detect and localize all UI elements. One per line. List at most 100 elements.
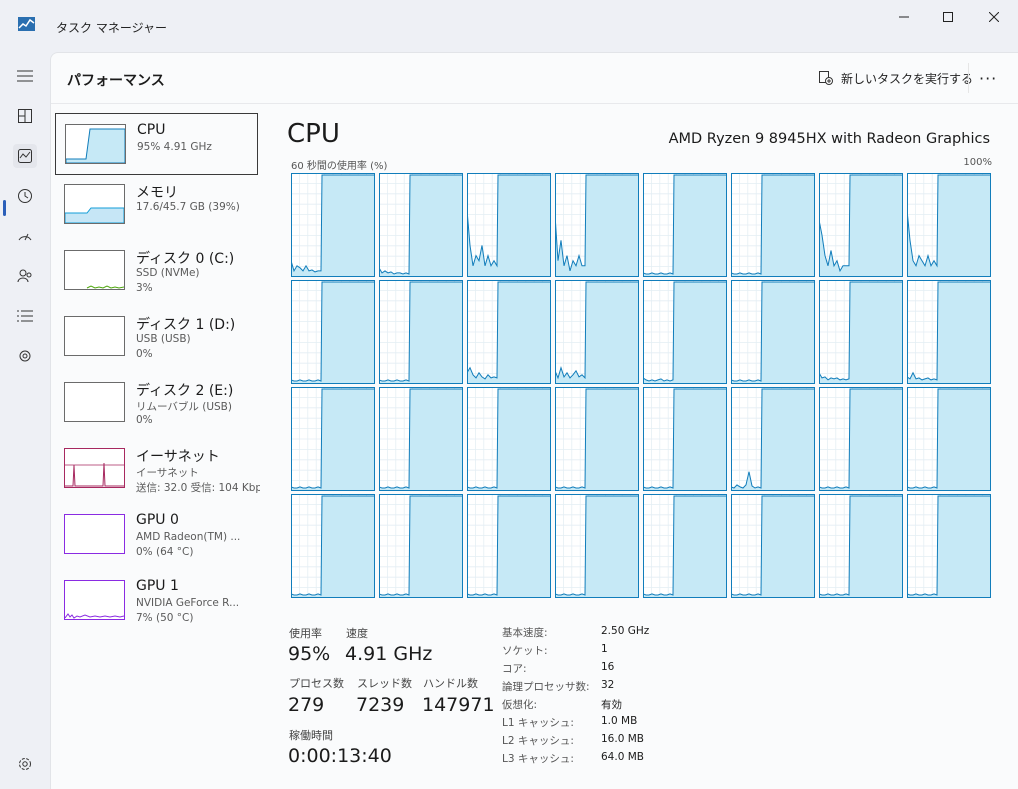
logical-processor-11-graph — [555, 280, 639, 384]
logical-processor-15-graph — [907, 280, 991, 384]
sidebar-item-disk1[interactable]: ディスク 1 (D:) USB (USB) 0% — [55, 306, 258, 368]
nav-active-indicator — [3, 200, 6, 216]
sidebar-item-detail: USB (USB) — [136, 333, 191, 345]
close-icon — [989, 12, 999, 22]
sidebar-item-gpu1[interactable]: GPU 1 NVIDIA GeForce R... 7% (50 °C) — [55, 570, 258, 632]
sidebar-item-name: イーサネット — [136, 449, 220, 465]
cpu-title: CPU — [287, 119, 340, 149]
logical-processor-10-graph — [467, 280, 551, 384]
threads-value: 7239 — [356, 694, 405, 716]
settings-icon — [19, 758, 31, 770]
handles-value: 147971 — [422, 694, 495, 716]
nav-services[interactable] — [13, 344, 37, 368]
handles-label: ハンドル数 — [423, 677, 478, 690]
sidebar-item-detail: SSD (NVMe) — [136, 267, 200, 279]
spec-value: 64.0 MB — [601, 751, 644, 763]
logical-processor-18-graph — [467, 387, 551, 491]
sidebar-item-name: ディスク 2 (E:) — [136, 383, 234, 399]
sidebar-item-disk2[interactable]: ディスク 2 (E:) リムーバブル (USB) 0% — [55, 372, 258, 434]
logical-processor-30-graph — [819, 494, 903, 598]
spec-value: 1.0 MB — [601, 715, 638, 727]
minimize-icon — [899, 16, 909, 18]
uptime-value: 0:00:13:40 — [288, 745, 392, 767]
menu-button[interactable] — [13, 64, 37, 88]
logical-processor-3-graph — [555, 173, 639, 277]
window-title: タスク マネージャー — [56, 21, 167, 35]
close-button[interactable] — [974, 6, 1014, 28]
sidebar-item-name: メモリ — [136, 185, 178, 201]
spec-value: 32 — [601, 679, 615, 691]
logical-processor-21-graph — [731, 387, 815, 491]
logical-processor-2-graph — [467, 173, 551, 277]
logical-processor-29-graph — [731, 494, 815, 598]
nav-processes[interactable] — [13, 104, 37, 128]
more-options-button[interactable]: ··· — [979, 69, 998, 88]
logical-processor-20-graph — [643, 387, 727, 491]
logical-processor-14-graph — [819, 280, 903, 384]
minimize-button[interactable] — [884, 6, 924, 28]
details-icon — [17, 310, 33, 322]
sidebar-item-cpu[interactable]: CPU 95% 4.91 GHz — [55, 113, 258, 175]
main-panel: パフォーマンス 新しいタスクを実行する ··· CPU 95% 4.91 GHz メ… — [50, 52, 1018, 789]
users-icon — [17, 269, 32, 283]
sidebar-item-ethernet[interactable]: イーサネット イーサネット 送信: 32.0 受信: 104 Kbps — [55, 438, 260, 500]
sidebar-item-detail: 7% (50 °C) — [136, 612, 194, 624]
nav-startup[interactable] — [13, 224, 37, 248]
nav-users[interactable] — [13, 264, 37, 288]
title-bar: タスク マネージャー — [0, 0, 1018, 52]
spec-label: L2 キャッシュ: — [502, 735, 574, 747]
spec-value: 16.0 MB — [601, 733, 644, 745]
logical-processor-17-graph — [379, 387, 463, 491]
processes-label: プロセス数 — [289, 677, 344, 690]
sidebar-thumbnail-disk2 — [64, 382, 125, 422]
speed-label: 速度 — [346, 627, 368, 640]
logical-processor-12-graph — [643, 280, 727, 384]
logical-processor-31-graph — [907, 494, 991, 598]
chart-max-label: 100% — [963, 157, 992, 168]
logical-processor-9-graph — [379, 280, 463, 384]
threads-label: スレッド数 — [357, 677, 412, 690]
spec-label: L1 キャッシュ: — [502, 717, 574, 729]
spec-label: コア: — [502, 663, 527, 675]
logical-processor-13-graph — [731, 280, 815, 384]
maximize-button[interactable] — [928, 6, 968, 28]
sidebar-thumbnail-gpu1 — [64, 580, 125, 620]
services-icon — [19, 350, 31, 362]
cpu-model: AMD Ryzen 9 8945HX with Radeon Graphics — [668, 131, 990, 147]
sidebar-item-disk0[interactable]: ディスク 0 (C:) SSD (NVMe) 3% — [55, 240, 258, 302]
spec-value: 有効 — [601, 699, 622, 711]
logical-processor-23-graph — [907, 387, 991, 491]
sidebar-item-name: GPU 0 — [136, 512, 179, 528]
sidebar-item-memory[interactable]: メモリ 17.6/45.7 GB (39%) — [55, 174, 258, 236]
nav-app-history[interactable] — [13, 184, 37, 208]
new-task-icon — [819, 71, 833, 85]
sidebar-thumbnail-cpu — [65, 124, 126, 164]
header-divider — [51, 103, 1018, 104]
uptime-label: 稼働時間 — [289, 729, 333, 742]
sidebar-item-name: ディスク 1 (D:) — [136, 317, 236, 333]
usage-value: 95% — [288, 643, 331, 665]
nav-performance[interactable] — [13, 144, 37, 168]
sidebar-item-gpu0[interactable]: GPU 0 AMD Radeon(TM) ... 0% (64 °C) — [55, 504, 258, 566]
logical-processor-4-graph — [643, 173, 727, 277]
usage-label: 使用率 — [289, 627, 322, 640]
maximize-icon — [943, 12, 953, 22]
logical-processor-16-graph — [291, 387, 375, 491]
sidebar-item-detail: 17.6/45.7 GB (39%) — [136, 201, 240, 213]
logical-processor-28-graph — [643, 494, 727, 598]
logical-processor-27-graph — [555, 494, 639, 598]
sidebar-item-detail: NVIDIA GeForce R... — [136, 597, 240, 609]
logical-processor-7-graph — [907, 173, 991, 277]
spec-value: 2.50 GHz — [601, 625, 650, 637]
chart-label: 60 秒間の使用率 (%) — [291, 161, 388, 172]
nav-details[interactable] — [13, 304, 37, 328]
new-task-button[interactable]: 新しいタスクを実行する — [819, 67, 973, 89]
logical-processor-25-graph — [379, 494, 463, 598]
nav-settings[interactable] — [13, 752, 37, 776]
sidebar-item-name: CPU — [137, 122, 166, 138]
sidebar-thumbnail-ethernet — [64, 448, 125, 488]
spec-label: ソケット: — [502, 645, 548, 657]
performance-icon — [18, 149, 32, 163]
sidebar-item-detail: 0% (64 °C) — [136, 546, 194, 558]
processes-value: 279 — [288, 694, 325, 716]
